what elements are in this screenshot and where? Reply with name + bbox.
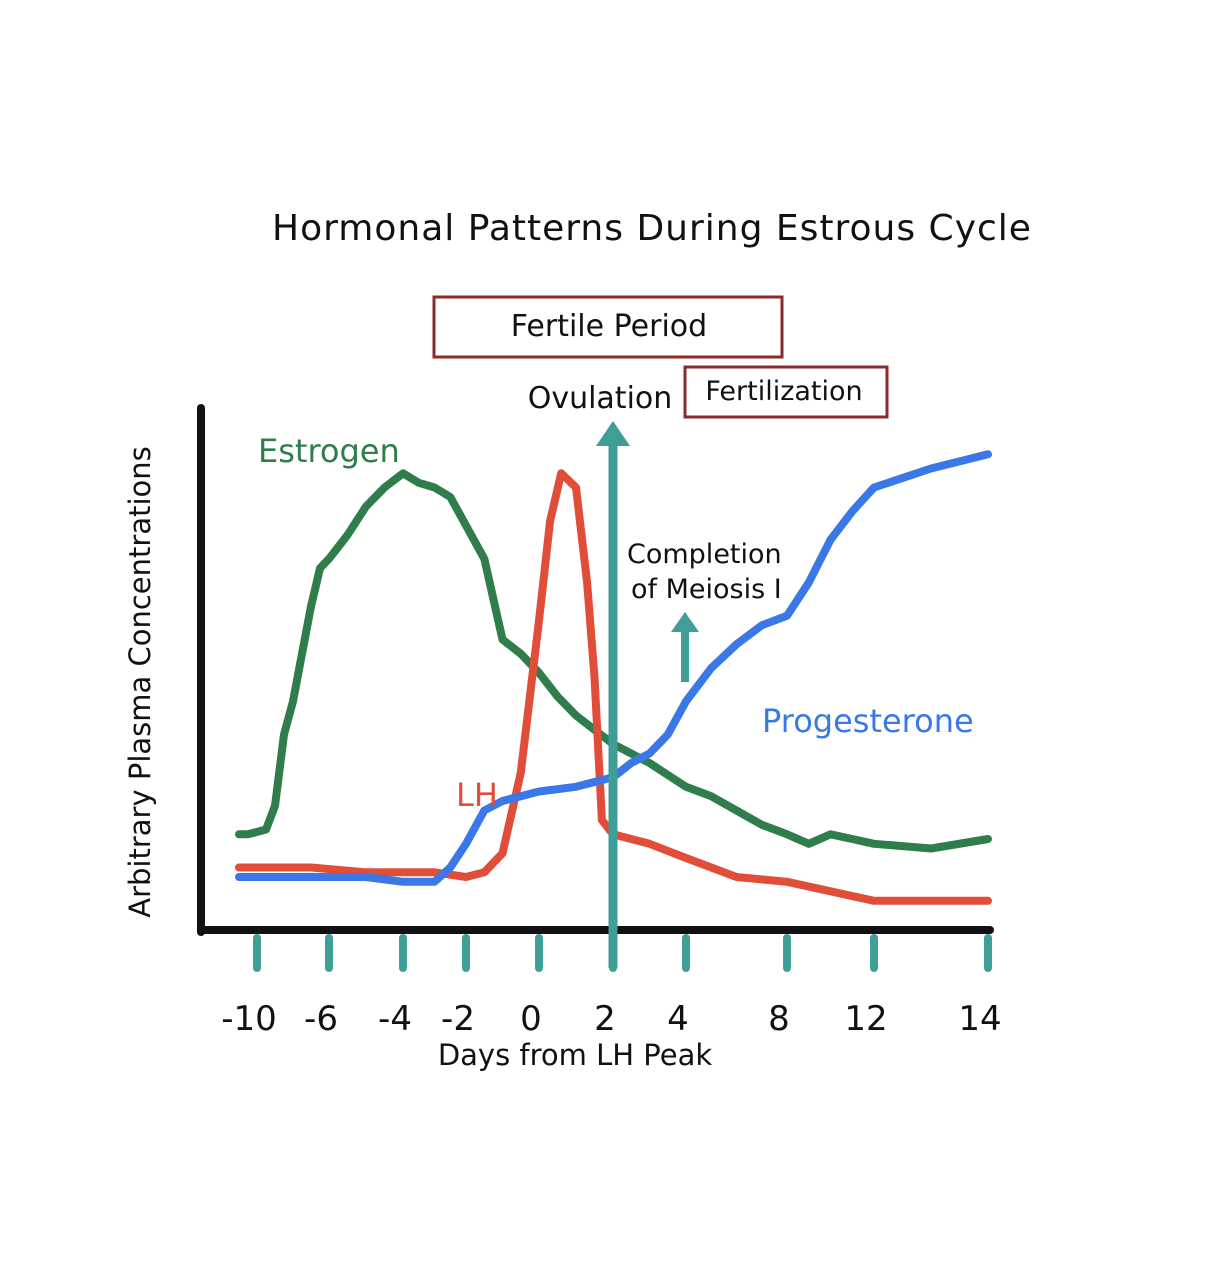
x-tick-label: -6 [304,999,338,1039]
fertile-period-label: Fertile Period [511,309,707,344]
lh-label: LH [456,776,498,814]
meiosis-label-line2: of Meiosis I [631,574,782,605]
x-tick-labels: -10 -6 -4 -2 0 2 4 8 12 14 [221,999,1001,1039]
series-line-estrogen [235,469,992,853]
x-tick-label: -4 [378,999,412,1039]
progesterone-label: Progesterone [762,702,974,740]
x-tick-label: 8 [768,999,790,1039]
x-tick-label: 12 [844,999,887,1039]
ovulation-label: Ovulation [528,381,673,416]
series-group [235,450,992,905]
chart-title: Hormonal Patterns During Estrous Cycle [272,208,1032,249]
series-line-lh [235,469,992,905]
x-axis-label: Days from LH Peak [438,1038,713,1072]
fertilization-label: Fertilization [705,376,862,407]
x-tick-label: 4 [667,999,689,1039]
x-ticks [253,934,992,972]
ovulation-arrow-head [596,421,630,446]
x-tick-label: -2 [441,999,475,1039]
meiosis-arrow-head [671,612,699,632]
meiosis-label-line1: Completion [627,539,782,570]
series-line-progesterone [235,450,992,886]
fertile-period-box [432,295,784,359]
x-tick-label: 2 [594,999,616,1039]
x-tick-label: 14 [958,999,1001,1039]
x-tick-label: 0 [520,999,542,1039]
estrogen-label: Estrogen [258,432,400,470]
y-axis-label: Arbitrary Plasma Concentrations [123,446,157,918]
fertilization-box [683,365,889,419]
x-tick-label: -10 [221,999,277,1039]
